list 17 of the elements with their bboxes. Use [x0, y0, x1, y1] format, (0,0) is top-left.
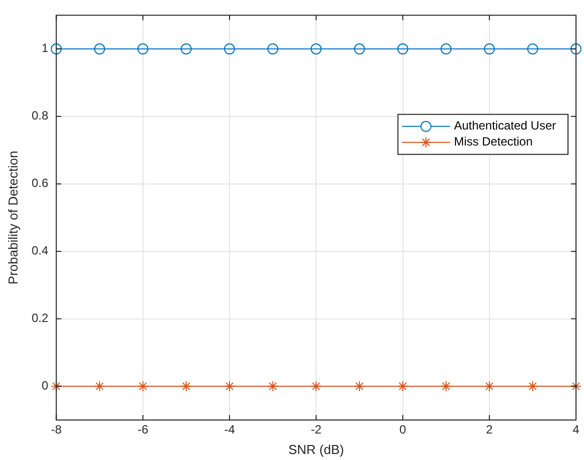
x-tick-label: 0 — [399, 422, 406, 437]
legend-label: Authenticated User — [454, 118, 556, 133]
y-tick-label: 0 — [42, 378, 49, 393]
y-tick-label: 0.4 — [32, 244, 49, 258]
x-tick-label: -2 — [310, 422, 322, 437]
legend-label: Miss Detection — [454, 134, 533, 149]
x-axis-title: SNR (dB) — [288, 442, 344, 457]
y-tick-label: 0.2 — [32, 311, 49, 326]
y-tick-label: 0.6 — [32, 176, 49, 190]
y-axis-title: Probability of Detection — [5, 150, 20, 284]
y-tick-label: 0.8 — [32, 108, 49, 123]
x-tick-label: 4 — [572, 422, 580, 437]
x-tick-label: -8 — [50, 422, 62, 437]
y-tick-label: 1 — [42, 41, 49, 56]
x-tick-label: -4 — [224, 422, 236, 437]
x-tick-label: 2 — [486, 422, 494, 437]
x-tick-label: -6 — [138, 422, 149, 437]
